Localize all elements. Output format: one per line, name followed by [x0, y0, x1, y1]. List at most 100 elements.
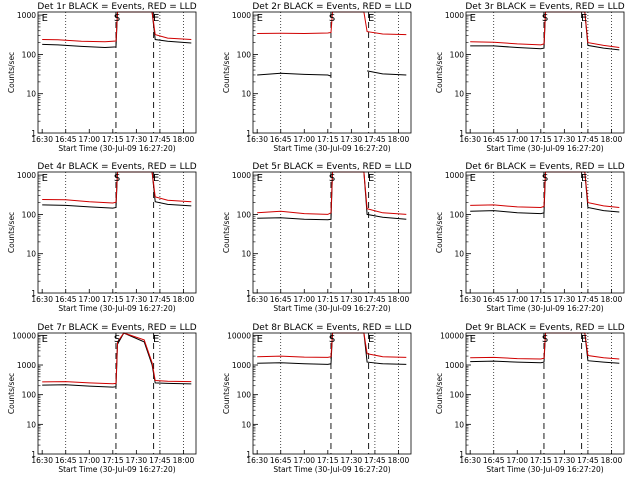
- plot-frame: [37, 332, 197, 455]
- y-axis-label: Counts/sec: [7, 212, 16, 253]
- x-tick-label: 17:00: [78, 295, 100, 304]
- x-axis-label: Start Time (30-Jul-09 16:27:20): [486, 304, 603, 313]
- series-lld-line: [257, 11, 407, 36]
- y-tick-label: 100: [22, 210, 37, 219]
- interval-marker-e: E: [470, 334, 476, 345]
- x-tick-label: 17:00: [78, 135, 100, 144]
- x-tick-label: 17:15: [317, 135, 339, 144]
- y-tick-label: 100: [237, 391, 252, 400]
- y-tick-label: 1: [459, 289, 464, 298]
- y-axis-label: Counts/sec: [222, 52, 231, 93]
- x-tick-label: 16:30: [31, 295, 53, 304]
- x-axis-label: Start Time (30-Jul-09 16:27:20): [58, 304, 175, 313]
- x-tick-label: 16:45: [55, 295, 77, 304]
- x-tick-label: 16:30: [31, 135, 53, 144]
- y-tick-label: 100: [22, 391, 37, 400]
- x-tick-label: 16:30: [459, 295, 481, 304]
- y-tick-label: 100: [237, 210, 252, 219]
- interval-marker-e: E: [257, 334, 263, 345]
- x-tick-label: 17:30: [126, 295, 148, 304]
- y-tick-label: 10: [26, 90, 36, 99]
- chart-title: Det 3r BLACK = Events, RED = LLD: [465, 2, 624, 12]
- y-tick-label: 1: [246, 289, 251, 298]
- interval-marker-s: S: [542, 173, 548, 184]
- x-tick-label: 16:30: [246, 135, 268, 144]
- series-lld-line: [257, 171, 407, 215]
- x-tick-label: 17:15: [317, 295, 339, 304]
- y-tick-label: 1: [459, 129, 464, 138]
- y-tick-label: 10: [241, 420, 251, 429]
- x-axis-label: Start Time (30-Jul-09 16:27:20): [273, 304, 390, 313]
- y-tick-label: 10: [26, 250, 36, 259]
- plot-frame: [252, 171, 412, 294]
- x-tick-label: 17:15: [530, 135, 552, 144]
- chart-title: Det 5r BLACK = Events, RED = LLD: [252, 162, 411, 172]
- chart-panel-9: 1 10 100 1000 10000 16:30 16:45 17:00 17:15 17:30…: [435, 323, 625, 474]
- interval-marker-e: E: [581, 13, 587, 24]
- interval-marker-e: E: [42, 334, 48, 345]
- x-tick-label: 16:45: [270, 456, 292, 465]
- x-tick-label: 17:15: [102, 456, 124, 465]
- y-tick-label: 10: [241, 250, 251, 259]
- y-axis-label: Counts/sec: [7, 373, 16, 414]
- x-tick-label: 16:45: [483, 135, 505, 144]
- interval-marker-s: S: [114, 13, 120, 24]
- y-tick-label: 1000: [232, 361, 251, 370]
- x-tick-label: 17:45: [149, 295, 171, 304]
- series-lld-line: [470, 171, 620, 209]
- y-tick-label: 1: [31, 450, 36, 459]
- chart-panel-6: 1 10 100 1000 16:30 16:45 17:00 17:15 17:30 17:45…: [435, 162, 625, 313]
- x-tick-label: 17:45: [149, 456, 171, 465]
- chart-panel-2: 1 10 100 1000 16:30 16:45 17:00 17:15 17:30 17:45…: [222, 2, 412, 153]
- x-tick-label: 17:45: [149, 135, 171, 144]
- x-tick-label: 17:45: [577, 456, 599, 465]
- y-tick-label: 10000: [440, 331, 464, 340]
- x-axis-label: Start Time (30-Jul-09 16:27:20): [58, 465, 175, 474]
- x-axis-label: Start Time (30-Jul-09 16:27:20): [273, 465, 390, 474]
- plot-frame: [252, 11, 412, 134]
- series-lld-line: [257, 332, 407, 358]
- interval-marker-e: E: [368, 13, 374, 24]
- y-tick-label: 1000: [232, 11, 251, 20]
- x-tick-label: 16:45: [55, 135, 77, 144]
- interval-marker-s: S: [329, 173, 335, 184]
- x-tick-label: 18:00: [601, 295, 623, 304]
- y-tick-label: 1: [246, 450, 251, 459]
- chart-panel-3: 1 10 100 1000 16:30 16:45 17:00 17:15 17:30 17:45…: [435, 2, 625, 153]
- x-tick-label: 17:00: [293, 456, 315, 465]
- chart-title: Det 8r BLACK = Events, RED = LLD: [252, 323, 411, 333]
- x-tick-label: 17:30: [126, 135, 148, 144]
- y-axis-label: Counts/sec: [435, 373, 444, 414]
- x-tick-label: 18:00: [388, 295, 410, 304]
- series-lld-line: [470, 332, 620, 360]
- x-tick-label: 17:00: [506, 135, 528, 144]
- x-tick-label: 16:45: [483, 295, 505, 304]
- chart-panel-8: 1 10 100 1000 10000 16:30 16:45 17:00 17:15 17:30…: [222, 323, 412, 474]
- y-tick-label: 100: [450, 210, 465, 219]
- chart-title: Det 4r BLACK = Events, RED = LLD: [37, 162, 196, 172]
- x-axis-label: Start Time (30-Jul-09 16:27:20): [486, 144, 603, 153]
- x-tick-label: 18:00: [601, 456, 623, 465]
- y-tick-label: 1000: [17, 11, 36, 20]
- interval-marker-e: E: [42, 173, 48, 184]
- x-tick-label: 16:30: [459, 456, 481, 465]
- y-tick-label: 100: [450, 50, 465, 59]
- interval-marker-s: S: [114, 173, 120, 184]
- interval-marker-s: S: [329, 13, 335, 24]
- plot-frame: [252, 332, 412, 455]
- x-tick-label: 18:00: [173, 456, 195, 465]
- interval-marker-e: E: [581, 173, 587, 184]
- interval-marker-e: E: [257, 173, 263, 184]
- y-tick-label: 10000: [227, 331, 251, 340]
- y-tick-label: 1000: [17, 361, 36, 370]
- y-axis-label: Counts/sec: [222, 212, 231, 253]
- x-tick-label: 16:30: [246, 456, 268, 465]
- x-tick-label: 16:45: [270, 295, 292, 304]
- x-tick-label: 17:45: [364, 295, 386, 304]
- chart-title: Det 9r BLACK = Events, RED = LLD: [465, 323, 624, 333]
- y-axis-label: Counts/sec: [222, 373, 231, 414]
- chart-panel-4: 1 10 100 1000 16:30 16:45 17:00 17:15 17:30 17:45…: [7, 162, 197, 313]
- x-tick-label: 16:45: [483, 456, 505, 465]
- x-tick-label: 18:00: [388, 135, 410, 144]
